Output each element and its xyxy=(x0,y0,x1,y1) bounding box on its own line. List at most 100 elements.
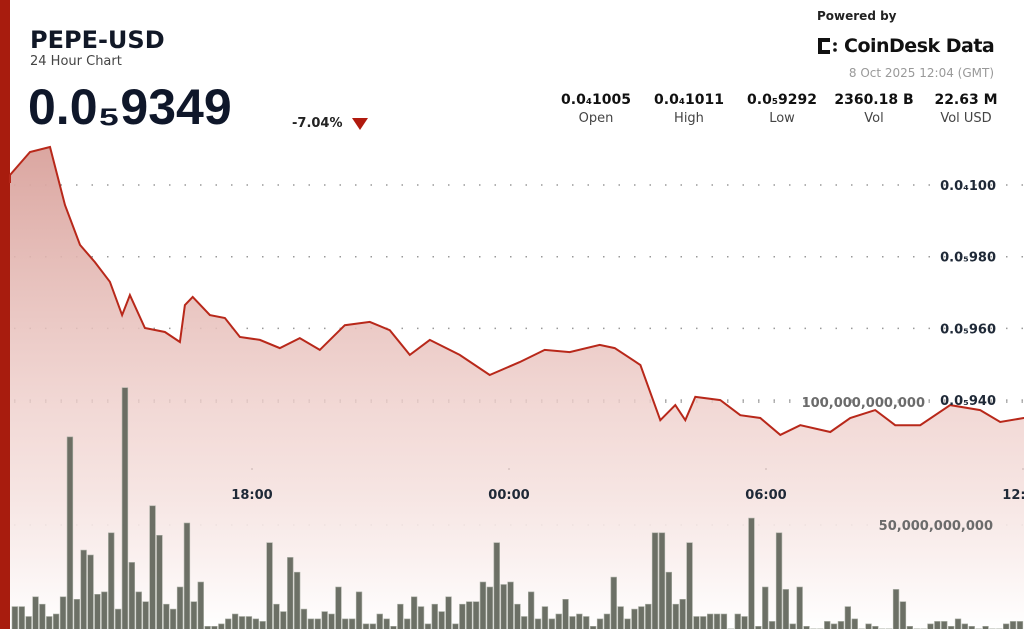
volume-bar xyxy=(589,625,597,629)
volume-bar xyxy=(170,608,177,629)
stat-label: Low xyxy=(769,111,795,126)
volume-bar xyxy=(534,618,542,629)
volume-bar xyxy=(204,625,211,629)
volume-bar xyxy=(748,517,755,629)
volume-bar xyxy=(479,581,487,629)
volume-bar xyxy=(686,542,693,629)
stat-label: High xyxy=(674,111,704,126)
volume-bar xyxy=(762,586,769,629)
volume-bar xyxy=(927,623,934,629)
volume-bar xyxy=(232,613,239,629)
volume-bar xyxy=(328,613,335,629)
volume-bar xyxy=(665,571,672,629)
volume-bar xyxy=(548,618,555,629)
volume-bar xyxy=(645,603,652,629)
volume-bar xyxy=(500,584,507,629)
price-line xyxy=(9,145,1024,437)
volume-bar xyxy=(892,589,900,629)
volume-bar xyxy=(280,611,287,629)
stat-label: Vol xyxy=(864,111,884,126)
time-tick-label: 06:00 xyxy=(745,488,786,503)
volume-bar xyxy=(521,616,528,629)
volume-bar xyxy=(720,613,728,629)
volume-bar xyxy=(101,591,108,629)
volume-bar xyxy=(514,603,521,629)
volume-bar xyxy=(121,387,129,629)
volume-bar xyxy=(872,625,879,629)
volume-bar xyxy=(569,616,576,629)
volume-bar xyxy=(796,586,803,629)
volume-bar xyxy=(713,613,721,629)
volume-bar xyxy=(775,532,783,629)
down-triangle-icon xyxy=(352,118,368,130)
volume-bar xyxy=(672,603,679,629)
price-tick-label: 0.0₅940 xyxy=(940,394,996,409)
volume-bar xyxy=(410,596,418,629)
volume-bar xyxy=(417,606,425,629)
volume-bar xyxy=(424,623,432,629)
volume-bar xyxy=(555,613,562,629)
volume-bar xyxy=(452,623,459,629)
volume-bar xyxy=(39,603,46,629)
volume-bar xyxy=(211,625,218,629)
volume-bar xyxy=(899,601,907,629)
volume-bar xyxy=(431,603,438,629)
volume-bar xyxy=(1016,621,1024,629)
brand-name: CoinDesk Data xyxy=(844,35,995,57)
volume-bar xyxy=(46,616,53,629)
volume-bar xyxy=(837,621,845,629)
stat-value: 22.63 M xyxy=(934,92,998,108)
volume-bar xyxy=(156,534,163,629)
stat-value: 0.0₅9292 xyxy=(747,92,817,108)
volume-bar xyxy=(803,625,810,629)
volume-bar xyxy=(383,618,390,629)
volume-bar xyxy=(968,625,975,629)
volume-bar xyxy=(11,606,18,629)
volume-bar xyxy=(651,532,659,629)
volume-bar xyxy=(638,606,645,629)
volume-bar xyxy=(624,618,631,629)
volume-bar xyxy=(115,608,122,629)
stat-value: 0.0₄1011 xyxy=(654,92,724,108)
volume-bar xyxy=(679,598,686,629)
volume-bar xyxy=(52,613,60,629)
page-title: PEPE-USD xyxy=(30,26,165,54)
volume-bar xyxy=(706,613,714,629)
volume-bar xyxy=(562,598,569,629)
volume-bar xyxy=(693,616,700,629)
volume-bar xyxy=(314,618,321,629)
volume-bar xyxy=(397,603,404,629)
accent-bar xyxy=(0,0,10,629)
volume-bar xyxy=(66,436,74,629)
price-area xyxy=(10,147,1024,629)
volume-bar xyxy=(583,616,590,629)
stat-vol-usd: 22.63 M Vol USD xyxy=(928,92,1004,126)
volume-bar xyxy=(741,616,748,629)
volume-bar xyxy=(596,618,604,629)
volume-bar xyxy=(218,623,225,629)
volume-bar xyxy=(541,606,549,629)
time-tick-label: 00:00 xyxy=(488,488,529,503)
time-tick-label: 18:00 xyxy=(231,488,272,503)
volume-bar xyxy=(438,611,445,629)
stat-open: 0.0₄1005 Open xyxy=(558,92,634,126)
volume-bar xyxy=(197,581,204,629)
volume-bar xyxy=(80,549,87,629)
price-change: -7.04% xyxy=(292,116,343,131)
volume-bar xyxy=(266,542,273,629)
volume-bar xyxy=(789,623,796,629)
volume-bar xyxy=(961,623,968,629)
volume-bar xyxy=(941,621,948,629)
powered-by-label: Powered by xyxy=(817,9,897,23)
volume-bar xyxy=(128,562,135,629)
volume-bar xyxy=(135,591,142,629)
volume-bar xyxy=(87,554,94,629)
volume-bar xyxy=(830,623,838,629)
volume-bar xyxy=(355,591,363,629)
stat-label: Open xyxy=(578,111,614,126)
volume-bar xyxy=(183,522,191,629)
volume-bar xyxy=(176,586,184,629)
volume-bar xyxy=(459,603,466,629)
volume-bar xyxy=(59,596,67,629)
volume-bar xyxy=(947,625,955,629)
